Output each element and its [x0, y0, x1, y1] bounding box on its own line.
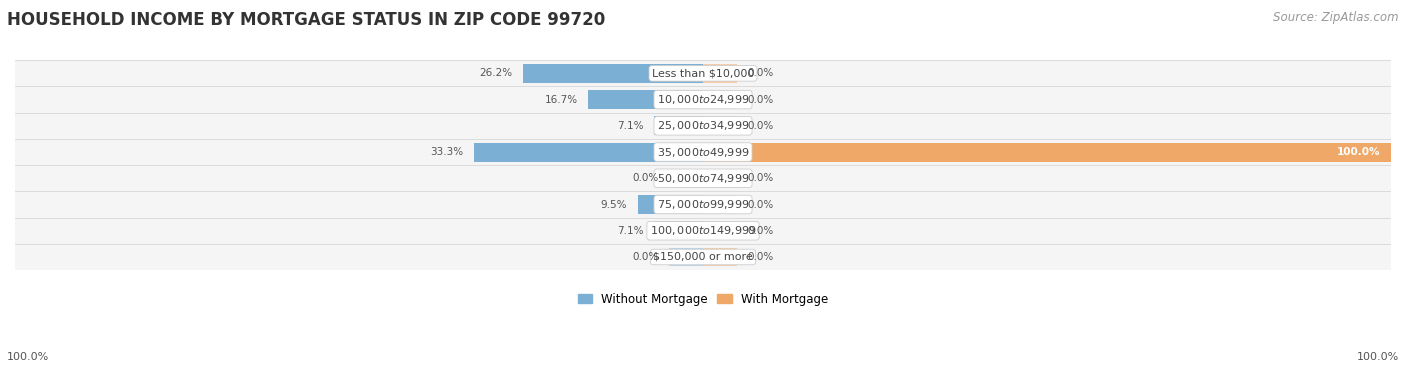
Bar	[15, 86, 1391, 113]
Text: 9.5%: 9.5%	[600, 199, 627, 210]
Bar	[703, 248, 737, 267]
Text: 0.0%: 0.0%	[633, 252, 658, 262]
Text: 0.0%: 0.0%	[748, 121, 773, 131]
Text: $50,000 to $74,999: $50,000 to $74,999	[657, 172, 749, 185]
Bar	[523, 64, 703, 83]
Bar	[15, 60, 1391, 86]
Text: 100.0%: 100.0%	[7, 352, 49, 362]
Text: 7.1%: 7.1%	[617, 121, 644, 131]
Text: 26.2%: 26.2%	[479, 68, 512, 78]
Bar	[703, 90, 737, 109]
Text: $25,000 to $34,999: $25,000 to $34,999	[657, 120, 749, 132]
Text: 0.0%: 0.0%	[633, 173, 658, 183]
Bar	[703, 143, 1391, 161]
Text: Less than $10,000: Less than $10,000	[652, 68, 754, 78]
Text: 0.0%: 0.0%	[748, 173, 773, 183]
Bar	[703, 64, 737, 83]
Text: $75,000 to $99,999: $75,000 to $99,999	[657, 198, 749, 211]
Text: HOUSEHOLD INCOME BY MORTGAGE STATUS IN ZIP CODE 99720: HOUSEHOLD INCOME BY MORTGAGE STATUS IN Z…	[7, 11, 605, 29]
Text: 0.0%: 0.0%	[748, 95, 773, 104]
Bar	[703, 221, 737, 240]
Bar	[669, 248, 703, 267]
Bar	[703, 169, 737, 188]
Text: $10,000 to $24,999: $10,000 to $24,999	[657, 93, 749, 106]
Bar	[669, 169, 703, 188]
Bar	[15, 139, 1391, 165]
Text: 7.1%: 7.1%	[617, 226, 644, 236]
Bar	[15, 218, 1391, 244]
Legend: Without Mortgage, With Mortgage: Without Mortgage, With Mortgage	[574, 288, 832, 310]
Bar	[638, 195, 703, 214]
Text: Source: ZipAtlas.com: Source: ZipAtlas.com	[1274, 11, 1399, 24]
Bar	[15, 165, 1391, 192]
Bar	[654, 116, 703, 135]
Bar	[654, 221, 703, 240]
Bar	[474, 143, 703, 161]
Text: 100.0%: 100.0%	[1337, 147, 1381, 157]
Text: $100,000 to $149,999: $100,000 to $149,999	[650, 224, 756, 237]
Text: 0.0%: 0.0%	[748, 226, 773, 236]
Bar	[15, 113, 1391, 139]
Bar	[703, 116, 737, 135]
Bar	[703, 195, 737, 214]
Text: 0.0%: 0.0%	[748, 252, 773, 262]
Text: 0.0%: 0.0%	[748, 68, 773, 78]
Bar	[15, 192, 1391, 218]
Text: 33.3%: 33.3%	[430, 147, 464, 157]
Text: 0.0%: 0.0%	[748, 199, 773, 210]
Bar	[15, 244, 1391, 270]
Text: $150,000 or more: $150,000 or more	[654, 252, 752, 262]
Text: 16.7%: 16.7%	[544, 95, 578, 104]
Text: 100.0%: 100.0%	[1357, 352, 1399, 362]
Bar	[588, 90, 703, 109]
Text: $35,000 to $49,999: $35,000 to $49,999	[657, 146, 749, 159]
